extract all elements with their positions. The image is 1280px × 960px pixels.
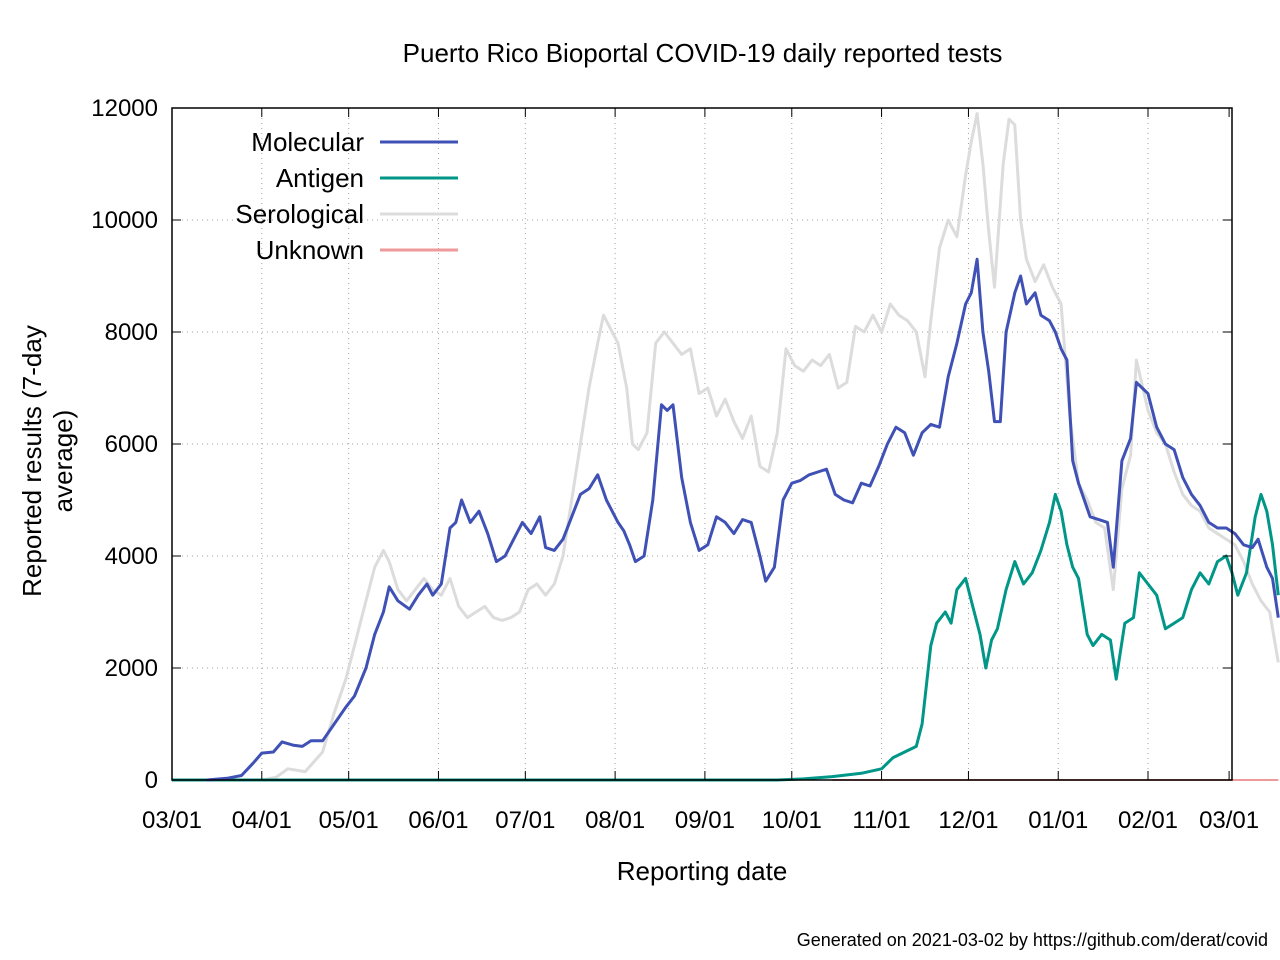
ticks: 03/01 04/01 05/01 06/01 07/01 08/01 09/01 10/01…: [91, 95, 1259, 834]
x-tick-label: 03/01: [142, 807, 202, 834]
x-tick-label: 08/01: [585, 807, 645, 834]
legend: Molecular Antigen Serological Unknown: [235, 127, 458, 265]
footer-note: Generated on 2021-03-02 by https://githu…: [796, 930, 1268, 950]
legend-label-serological: Serological: [235, 199, 364, 229]
x-tick-label: 12/01: [938, 807, 998, 834]
x-tick-label: 04/01: [232, 807, 292, 834]
x-tick-label: 11/01: [852, 807, 910, 834]
y-tick-label: 6000: [105, 431, 158, 458]
y-tick-label: 2000: [105, 655, 158, 682]
x-tick-label: 01/01: [1028, 807, 1088, 834]
x-tick-label: 09/01: [675, 807, 735, 834]
x-tick-label: 06/01: [408, 807, 468, 834]
legend-label-molecular: Molecular: [251, 127, 364, 157]
x-tick-label: 03/01: [1199, 807, 1259, 834]
series-line-antigen: [172, 492, 1280, 782]
y-tick-label: 10000: [91, 207, 158, 234]
x-tick-label: 02/01: [1118, 807, 1178, 834]
x-axis-label: Reporting date: [616, 856, 788, 886]
x-tick-label: 07/01: [495, 807, 555, 834]
y-tick-label: 8000: [105, 319, 158, 346]
x-tick-label: 05/01: [319, 807, 379, 834]
legend-label-antigen: Antigen: [276, 163, 364, 193]
y-tick-label: 0: [145, 767, 158, 794]
chart-title: Puerto Rico Bioportal COVID-19 daily rep…: [402, 38, 1003, 68]
y-tick-label: 4000: [105, 543, 158, 570]
y-axis-label: Reported results (7-day average): [17, 325, 78, 597]
y-tick-label: 12000: [91, 95, 158, 122]
series-line-molecular: [206, 257, 1280, 782]
x-tick-label: 10/01: [762, 807, 822, 834]
series-line-serological: [206, 112, 1280, 782]
legend-label-unknown: Unknown: [256, 235, 364, 265]
